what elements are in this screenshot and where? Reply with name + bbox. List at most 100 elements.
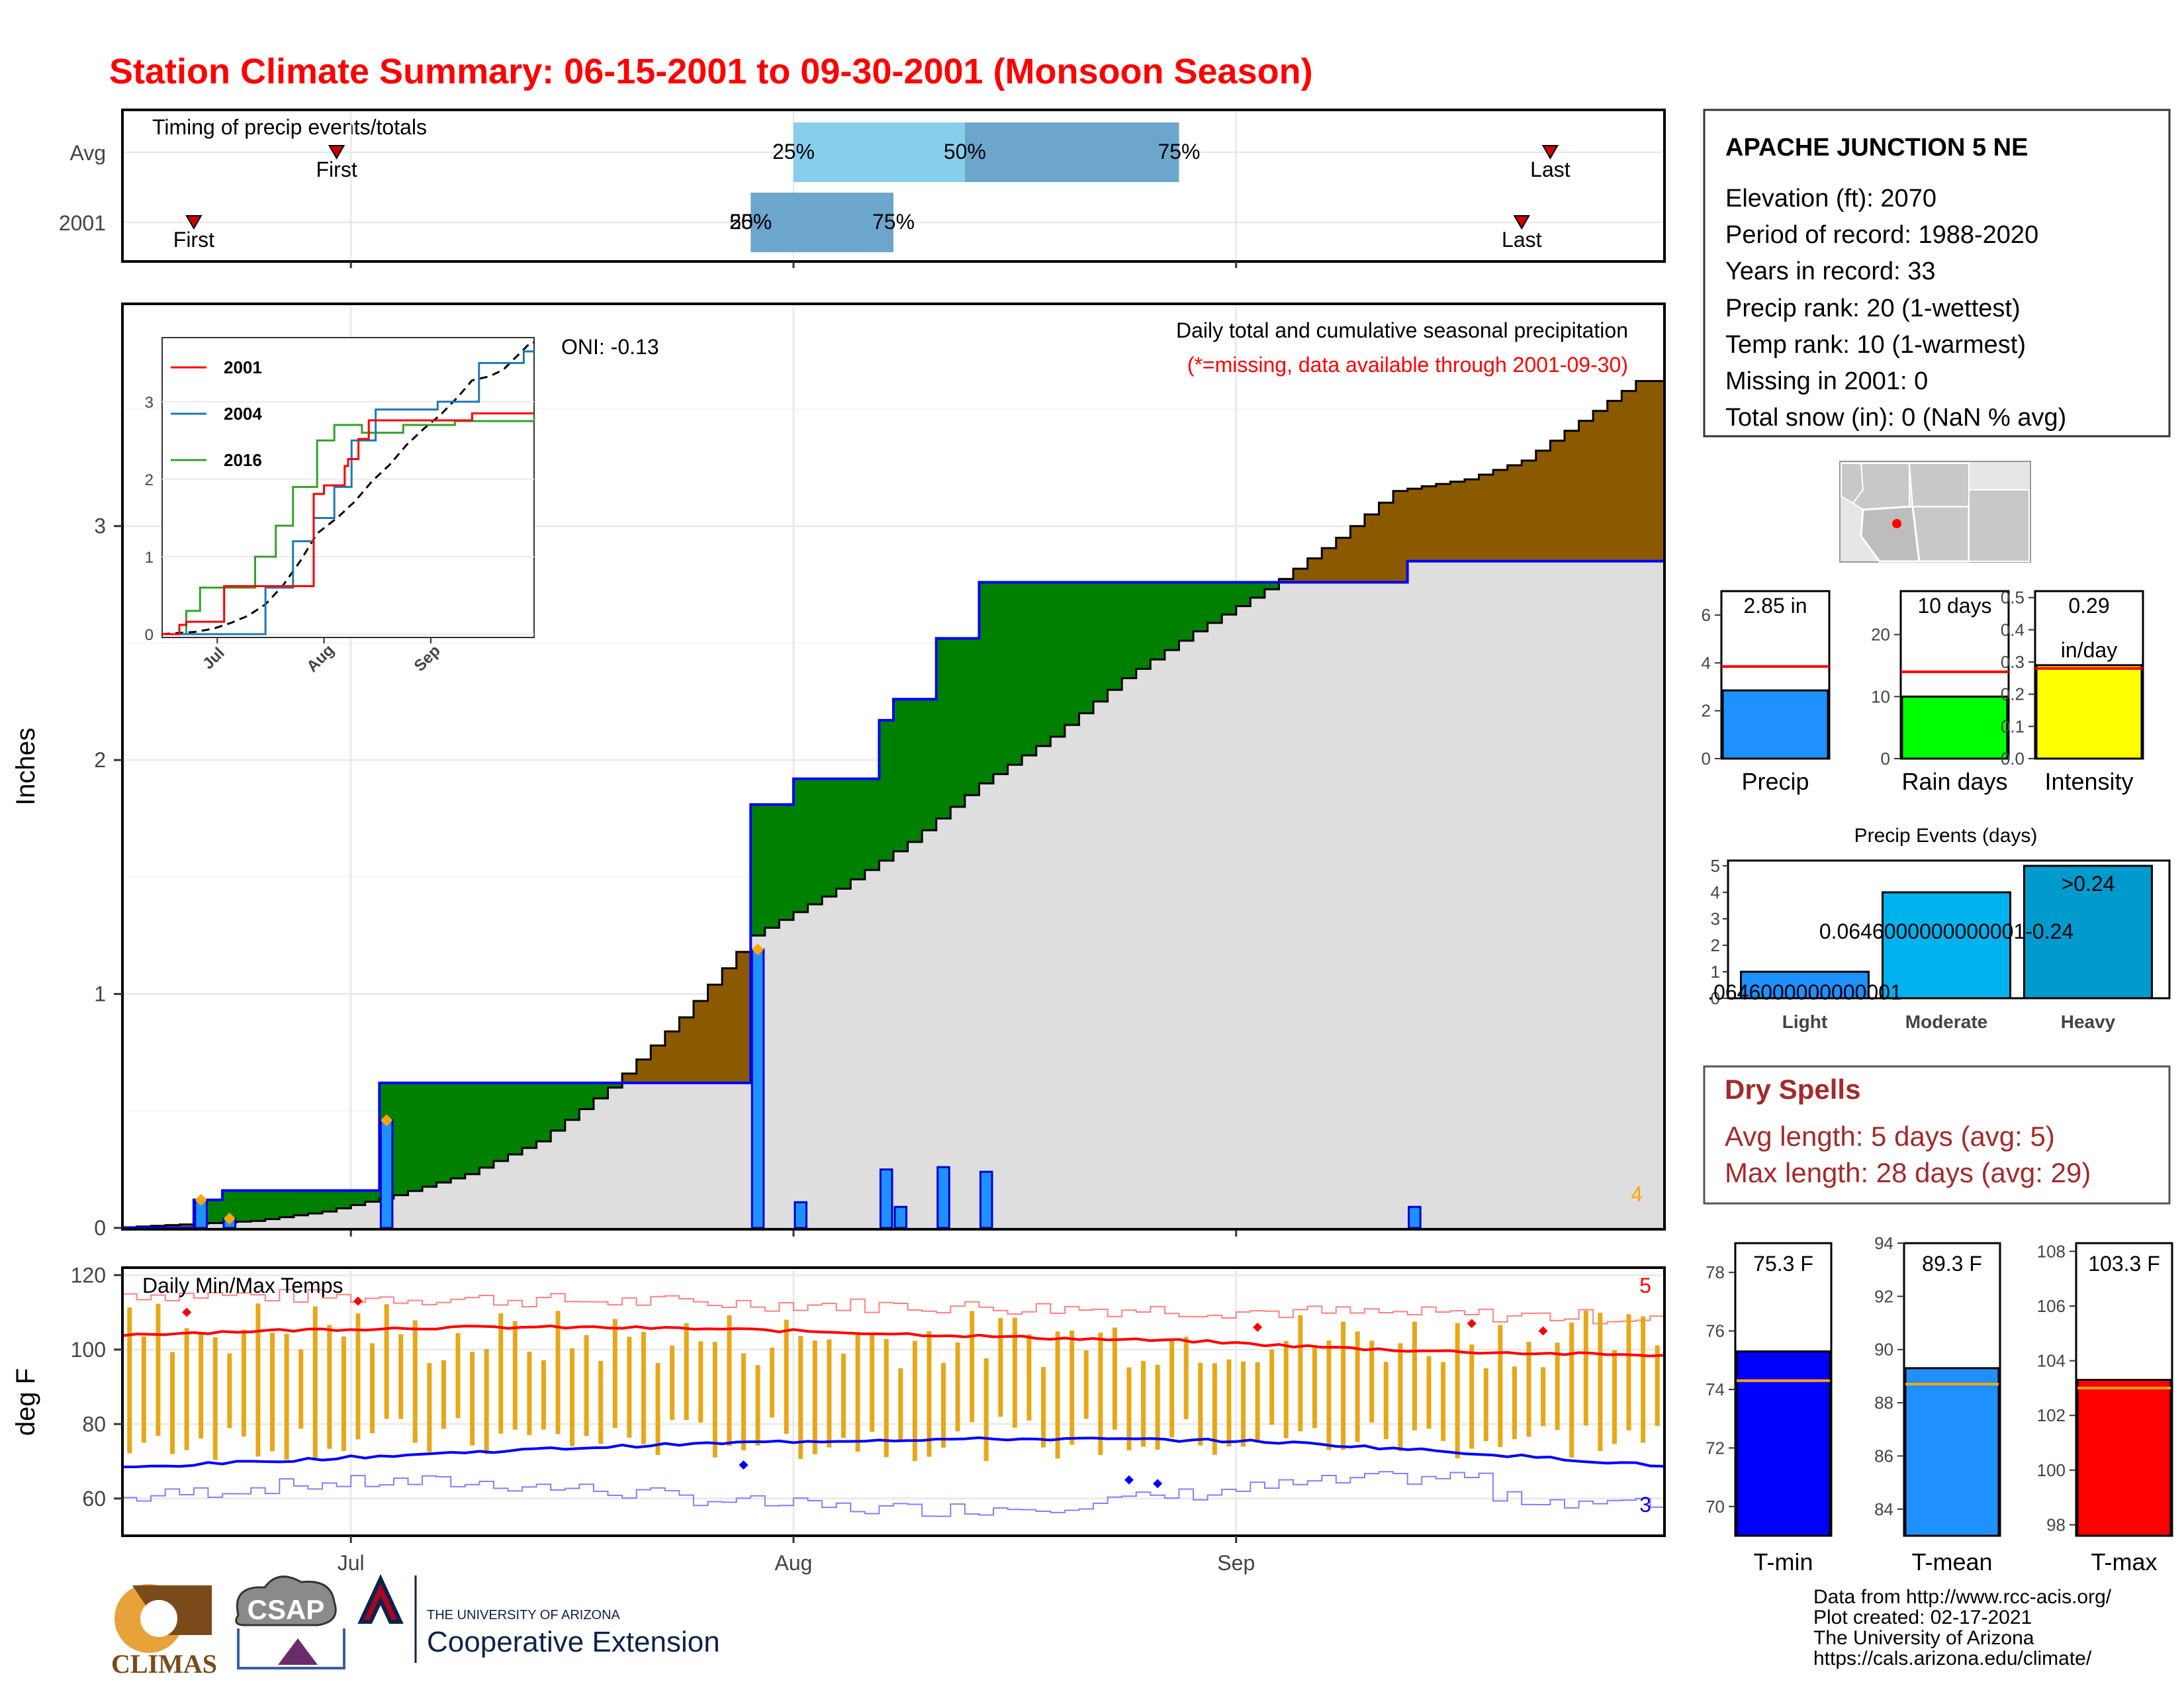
deficit-area <box>693 1001 709 1083</box>
summary-bar-name: Precip <box>1741 768 1809 795</box>
surplus-area <box>1050 582 1066 737</box>
surplus-area <box>936 638 951 819</box>
station-line-3: Years in record: 33 <box>1725 258 1936 285</box>
map-state-tx <box>1968 489 2030 562</box>
inset-series-2004 <box>162 350 534 635</box>
inset-legend-label: 2016 <box>224 450 262 470</box>
precip-events-y-tick-label: 5 <box>1711 856 1720 876</box>
surplus-area <box>351 1190 366 1205</box>
surplus-area <box>1136 582 1151 669</box>
temp-summary-bar-2 <box>2076 1379 2172 1537</box>
temp-summary-y-tick-label: 104 <box>2037 1351 2066 1371</box>
temp-y-tick-label: 60 <box>82 1487 106 1511</box>
summary-bar-y-tick-label: 0 <box>1702 749 1711 769</box>
surplus-area <box>1236 582 1251 606</box>
surplus-area <box>322 1190 338 1212</box>
surplus-area <box>493 1082 509 1161</box>
temp-summary-y-tick-label: 90 <box>1874 1340 1893 1360</box>
surplus-area <box>950 638 966 807</box>
summary-bar-y-tick-label: 0.2 <box>2001 684 2025 704</box>
station-line-1: Elevation (ft): 2070 <box>1725 185 1936 212</box>
surplus-area <box>1207 582 1222 624</box>
surplus-area <box>1222 582 1237 615</box>
locator-map <box>1839 461 2031 563</box>
ua-logo-big: Cooperative Extension <box>427 1626 720 1658</box>
csap-logo: CSAP <box>235 1575 345 1669</box>
precip-events-y-tick-label: 2 <box>1711 935 1720 955</box>
surplus-area <box>1079 582 1094 714</box>
temp-y-tick-label: 120 <box>71 1263 106 1287</box>
surplus-area <box>208 1199 223 1223</box>
station-line-5: Temp rank: 10 (1-warmest) <box>1725 331 2026 359</box>
surplus-area <box>465 1082 480 1174</box>
deficit-area <box>1607 400 1622 561</box>
station-location-dot <box>1892 519 1901 528</box>
surplus-area <box>864 778 880 870</box>
surplus-area <box>1007 582 1023 765</box>
temp-summary-name: T-min <box>1754 1548 1813 1575</box>
temp-summary-y-tick-label: 100 <box>2037 1460 2066 1480</box>
timing-q50-label: 50% <box>944 140 986 164</box>
ua-a-icon <box>357 1573 404 1624</box>
footer-line-4: https://cals.arizona.edu/climate/ <box>1813 1648 2092 1669</box>
average-min-temp-line <box>122 1436 1665 1468</box>
deficit-area <box>1322 547 1337 583</box>
timing-q25-label: 25% <box>772 140 815 164</box>
summary-bar-y-tick-label: 0.3 <box>2001 652 2025 672</box>
deficit-area <box>1493 469 1508 561</box>
temp-summary-y-tick-label: 94 <box>1874 1233 1893 1253</box>
deficit-area <box>664 1031 680 1083</box>
ua-logo-small: THE UNIVERSITY OF ARIZONA <box>427 1608 621 1622</box>
deficit-area <box>179 1224 195 1228</box>
surplus-area <box>993 582 1009 774</box>
precip-events-heavy-label: >0.24 <box>2062 872 2115 896</box>
record-precip-marker <box>381 1114 393 1127</box>
temp-summary-y-tick-label: 88 <box>1874 1393 1893 1413</box>
inset-legend-label: 2001 <box>224 357 262 377</box>
temp-summary-y-tick-label: 98 <box>2046 1515 2066 1534</box>
temp-summary-y-tick-label: 108 <box>2037 1241 2066 1261</box>
deficit-area <box>1393 491 1408 583</box>
surplus-area <box>1164 582 1180 651</box>
climas-logo-inner <box>140 1600 177 1637</box>
deficit-area <box>736 951 751 1083</box>
daily-precip-bar <box>936 1166 950 1229</box>
temp-summary-bars: 75.3 F T-min 70 72 74 76 78 89.3 F T-mean 84 86 88 9… <box>1706 1233 2173 1575</box>
inset-series-2016 <box>162 417 535 635</box>
deficit-area <box>1279 579 1294 583</box>
inset-series-2001 <box>162 412 534 635</box>
summary-bar-0 <box>1721 689 1829 760</box>
precip-events-category: Moderate <box>1905 1011 1987 1032</box>
temp-summary-y-tick-label: 74 <box>1706 1380 1725 1399</box>
temp-panel: Daily Min/Max Temps 5 3 deg F 60 80 100 120… <box>11 1263 1666 1575</box>
deficit-area <box>1422 486 1437 561</box>
surplus-area <box>251 1190 266 1221</box>
deficit-area <box>1350 526 1365 583</box>
record-precip-marker <box>195 1194 207 1206</box>
inset-y-tick-label: 3 <box>145 394 154 412</box>
surplus-area <box>508 1082 523 1155</box>
dry-spells-box: Dry Spells Avg length: 5 days (avg: 5) M… <box>1703 1065 2171 1205</box>
temp-summary-y-tick-label: 72 <box>1706 1438 1725 1458</box>
inset-y-tick-label: 2 <box>145 471 154 489</box>
average-max-temp-line <box>122 1324 1665 1358</box>
precip-events-y-tick-label: 1 <box>1711 962 1720 982</box>
temp-summary-name: T-mean <box>1911 1548 1992 1575</box>
temp-panel-title: Daily Min/Max Temps <box>142 1274 343 1297</box>
summary-bar-y-tick-label: 2 <box>1702 701 1711 721</box>
footer-line-1: Data from http://www.rcc-acis.org/ <box>1813 1586 2112 1608</box>
temp-summary-y-tick-label: 106 <box>2037 1296 2066 1316</box>
timing-first-label: First <box>173 228 214 252</box>
surplus-area <box>1107 582 1122 690</box>
deficit-area <box>1621 391 1637 561</box>
surplus-area <box>279 1190 295 1217</box>
record-high-marker <box>1467 1319 1477 1329</box>
dry-spells-max: Max length: 28 days (avg: 29) <box>1725 1157 2091 1188</box>
summary-bar-y-tick-label: 10 <box>1871 686 1890 706</box>
deficit-area <box>1407 489 1422 561</box>
deficit-area <box>636 1059 651 1083</box>
deficit-area <box>707 984 723 1083</box>
surplus-area <box>408 1082 423 1192</box>
surplus-area <box>1036 582 1051 746</box>
summary-bar-y-tick-label: 6 <box>1702 605 1711 625</box>
